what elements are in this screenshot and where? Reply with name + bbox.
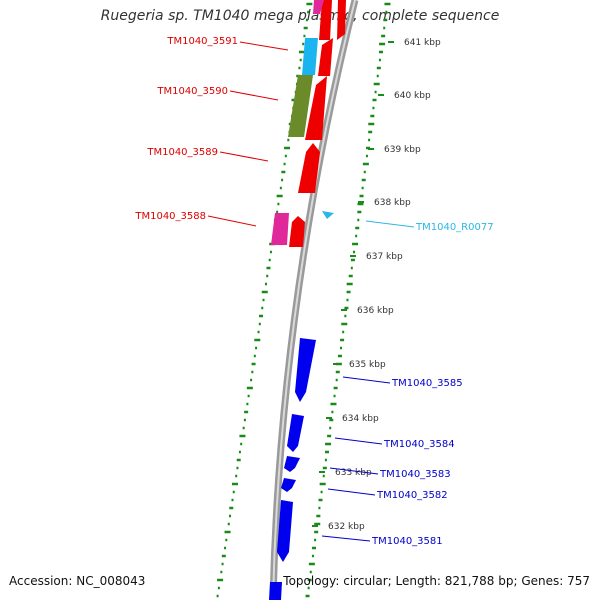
- feature-label: TM1040_3590: [156, 86, 228, 97]
- cds-feature-3591b: [337, 0, 346, 40]
- scale-tick-label: 637 kbp: [366, 252, 403, 262]
- cds-feature-bottom: [269, 582, 282, 600]
- scale-tick-label: 636 kbp: [357, 306, 394, 316]
- cds-feature-3589: [298, 143, 320, 193]
- scale-tick-label: 635 kbp: [349, 360, 386, 370]
- scale-tick-label: 638 kbp: [374, 198, 411, 208]
- scale-tick-label: 634 kbp: [342, 414, 379, 424]
- backbone: [269, 0, 359, 600]
- feature-label: TM1040_3588: [134, 211, 206, 222]
- rna-feature-r0077: [322, 211, 334, 219]
- cds-feature-3585: [295, 338, 316, 402]
- gc-content-track-left: [216, 2, 313, 598]
- label-leader-line: [365, 220, 415, 228]
- label-leader-line: [327, 488, 376, 496]
- forward-features: [289, 0, 346, 247]
- label-leader-line: [239, 41, 289, 51]
- scale-tick-label: 632 kbp: [328, 522, 365, 532]
- cds-feature-3582: [281, 478, 296, 492]
- feature-label: TM1040_3583: [379, 469, 451, 480]
- map-title: Ruegeria sp. TM1040 mega plasmid, comple…: [100, 8, 500, 24]
- cds-feature-3590: [305, 76, 327, 140]
- reverse-features: [269, 338, 316, 600]
- feature-label: TM1040_R0077: [415, 222, 494, 233]
- feature-label: TM1040_3589: [146, 147, 218, 158]
- cds-feature-3584: [287, 414, 304, 452]
- olive-feature: [288, 75, 313, 137]
- cds-feature-3581: [277, 500, 293, 562]
- scale-tick-label: 640 kbp: [394, 91, 431, 101]
- pink-feature-top: [313, 0, 324, 14]
- feature-label: TM1040_3581: [371, 536, 443, 547]
- label-leader-line: [334, 437, 383, 445]
- scale-ticks: 641 kbp 640 kbp 639 kbp 638 kbp 637 kbp 636 k…: [312, 38, 441, 532]
- feature-label: TM1040_3591: [166, 36, 238, 47]
- scale-tick-label: 639 kbp: [384, 145, 421, 155]
- label-leader-line: [321, 535, 371, 542]
- cds-feature-3590-head: [318, 38, 333, 76]
- label-leader-line: [229, 90, 279, 101]
- feature-labels: TM1040_3591 TM1040_3590 TM1040_3589 TM1040_…: [134, 36, 493, 547]
- feature-label: TM1040_3585: [391, 378, 463, 389]
- topology-label: Topology: circular; Length: 821,788 bp; …: [283, 574, 590, 588]
- cds-feature-3583: [284, 456, 300, 472]
- accession-label: Accession: NC_008043: [9, 574, 146, 588]
- gc-content-track-right: [305, 2, 391, 598]
- cyan-feature: [302, 38, 318, 75]
- feature-label: TM1040_3584: [383, 439, 455, 450]
- label-leader-line: [219, 151, 269, 162]
- label-leader-line: [329, 467, 379, 475]
- cds-feature-3588b: [289, 216, 305, 247]
- feature-label: TM1040_3582: [376, 490, 448, 501]
- pink-feature-3588: [271, 213, 289, 245]
- label-leader-line: [207, 215, 257, 227]
- cds-feature-3591a: [319, 0, 332, 40]
- scale-tick-label: 641 kbp: [404, 38, 441, 48]
- label-leader-line: [342, 376, 391, 384]
- scale-tick-label: 633 kbp: [335, 468, 372, 478]
- other-features: [271, 0, 324, 245]
